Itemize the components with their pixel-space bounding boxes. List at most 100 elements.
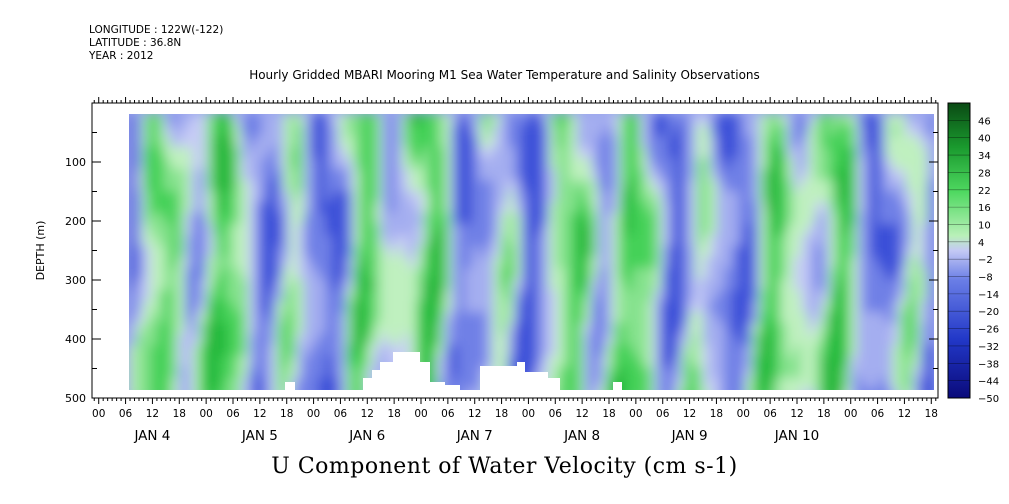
heatmap-cell: [227, 180, 235, 192]
heatmap-cell: [766, 356, 774, 368]
heatmap-cell: [157, 180, 165, 192]
heatmap-cell: [283, 213, 291, 225]
heatmap-cell: [871, 147, 879, 159]
heatmap-cell: [528, 213, 536, 225]
heatmap-cell: [388, 323, 396, 335]
heatmap-cell: [486, 224, 494, 236]
heatmap-cell: [528, 323, 536, 335]
heatmap-cell: [549, 191, 557, 203]
heatmap-cell: [878, 312, 886, 324]
heatmap-cell: [850, 268, 858, 280]
heatmap-cell: [647, 191, 655, 203]
heatmap-cell: [738, 301, 746, 313]
heatmap-cell: [185, 158, 193, 170]
heatmap-cell: [682, 389, 690, 390]
heatmap-cell: [367, 367, 375, 379]
x-tick-label: 18: [925, 408, 938, 420]
heatmap-cell: [892, 356, 900, 368]
heatmap-cell: [325, 367, 333, 379]
heatmap-cell: [381, 158, 389, 170]
heatmap-cell: [164, 290, 172, 302]
heatmap-cell: [220, 224, 228, 236]
heatmap-cell: [304, 235, 312, 247]
heatmap-cell: [570, 169, 578, 181]
heatmap-cell: [682, 180, 690, 192]
heatmap-cell: [318, 389, 326, 390]
heatmap-cell: [213, 312, 221, 324]
heatmap-cell: [353, 169, 361, 181]
heatmap-cell: [486, 191, 494, 203]
heatmap-cell: [199, 356, 207, 368]
heatmap-cell: [360, 147, 368, 159]
heatmap-cell: [815, 301, 823, 313]
heatmap-cell: [850, 202, 858, 214]
heatmap-cell: [619, 334, 627, 346]
heatmap-cell: [710, 246, 718, 258]
heatmap-cell: [906, 147, 914, 159]
heatmap-cell: [430, 136, 438, 148]
heatmap-cell: [318, 114, 326, 126]
heatmap-cell: [311, 312, 319, 324]
heatmap-cell: [297, 378, 305, 390]
heatmap-cell: [493, 158, 501, 170]
heatmap-cell: [780, 334, 788, 346]
heatmap-cell: [423, 279, 431, 291]
heatmap-cell: [780, 169, 788, 181]
heatmap-cell: [493, 114, 501, 126]
heatmap-cell: [472, 136, 480, 148]
heatmap-cell: [129, 312, 137, 324]
x-tick-label: 06: [549, 408, 563, 420]
heatmap-cell: [920, 136, 928, 148]
heatmap-cell: [878, 202, 886, 214]
heatmap-cell: [402, 246, 410, 258]
heatmap-cell: [857, 191, 865, 203]
heatmap-cell: [416, 279, 424, 291]
heatmap-cell: [465, 279, 473, 291]
heatmap-cell: [675, 367, 683, 379]
heatmap-cell: [696, 213, 704, 225]
heatmap-cell: [479, 334, 487, 346]
heatmap-cell: [227, 191, 235, 203]
heatmap-cell: [668, 158, 676, 170]
x-tick-label: 06: [871, 408, 885, 420]
heatmap-cell: [458, 169, 466, 181]
heatmap-cell: [850, 180, 858, 192]
heatmap-cell: [829, 202, 837, 214]
heatmap-cell: [430, 323, 438, 335]
heatmap-cell: [395, 180, 403, 192]
heatmap-cell: [150, 279, 158, 291]
heatmap-cell: [521, 169, 529, 181]
heatmap-cell: [689, 257, 697, 269]
heatmap-cell: [213, 213, 221, 225]
heatmap-cell: [836, 246, 844, 258]
heatmap-cell: [528, 180, 536, 192]
heatmap-cell: [318, 213, 326, 225]
heatmap-cell: [269, 345, 277, 357]
colorbar-label: −44: [978, 377, 999, 388]
heatmap-cell: [640, 257, 648, 269]
heatmap-cell: [402, 136, 410, 148]
heatmap-cell: [143, 290, 151, 302]
heatmap-cell: [451, 224, 459, 236]
heatmap-cell: [871, 191, 879, 203]
heatmap-cell: [311, 180, 319, 192]
heatmap-cell: [885, 224, 893, 236]
heatmap-cell: [283, 334, 291, 346]
heatmap-cell: [787, 136, 795, 148]
heatmap-cell: [430, 279, 438, 291]
heatmap-cell: [794, 158, 802, 170]
heatmap-cell: [143, 169, 151, 181]
heatmap-cell: [843, 378, 851, 390]
heatmap-cell: [185, 301, 193, 313]
heatmap-cell: [668, 224, 676, 236]
heatmap-cell: [549, 312, 557, 324]
heatmap-cell: [864, 378, 872, 390]
heatmap-cell: [927, 213, 934, 225]
heatmap-cell: [430, 224, 438, 236]
heatmap-cell: [801, 301, 809, 313]
heatmap-cell: [605, 389, 613, 390]
heatmap-cell: [430, 356, 438, 368]
heatmap-cell: [276, 246, 284, 258]
heatmap-cell: [857, 367, 865, 379]
heatmap-cell: [857, 125, 865, 137]
